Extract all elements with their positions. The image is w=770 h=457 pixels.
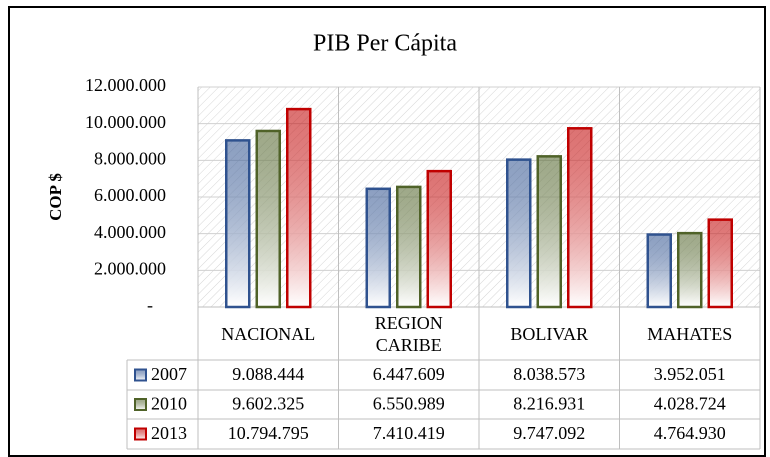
bar: [677, 231, 703, 309]
bar: [506, 158, 532, 309]
x-tick-label: MAHATES: [647, 324, 733, 344]
legend-label: 2007: [151, 364, 187, 384]
bar: [707, 218, 733, 309]
y-tick-label: 12.000.000: [85, 75, 166, 95]
data-label: 4.764.930: [654, 423, 726, 443]
data-label: 10.794.795: [228, 423, 309, 443]
y-axis-label: COP $: [46, 173, 65, 221]
data-label: 8.038.573: [513, 364, 585, 384]
chart-title: PIB Per Cápita: [313, 31, 457, 57]
legend-label: 2010: [151, 394, 187, 414]
x-tick-label: NACIONAL: [221, 324, 316, 344]
x-tick-label: REGION CARIBE: [374, 313, 443, 355]
data-label: 7.410.419: [373, 423, 445, 443]
x-tick-label: BOLIVAR: [510, 324, 589, 344]
data-label: 9.088.444: [232, 364, 304, 384]
bar: [426, 169, 452, 309]
bar: [286, 107, 312, 309]
bar: [255, 129, 281, 309]
legend-swatch: [134, 398, 147, 411]
bar: [536, 155, 562, 309]
y-tick-label: 10.000.000: [85, 112, 166, 132]
legend-label: 2013: [151, 423, 187, 443]
legend-swatch: [134, 427, 147, 441]
data-label: 6.550.989: [373, 394, 445, 414]
data-label: 4.028.724: [654, 394, 726, 414]
y-tick-label: 2.000.000: [94, 258, 166, 278]
data-label: 3.952.051: [654, 364, 726, 384]
bar: [225, 139, 251, 309]
data-label: 6.447.609: [373, 364, 445, 384]
bar: [567, 127, 593, 309]
data-label: 8.216.931: [513, 394, 585, 414]
y-tick-label: -: [147, 295, 153, 315]
data-label: 9.747.092: [513, 423, 585, 443]
data-label: 9.602.325: [232, 394, 304, 414]
bar: [365, 187, 391, 309]
y-tick-label: 4.000.000: [94, 222, 166, 242]
legend-swatch: [134, 368, 147, 382]
bar: [646, 233, 672, 309]
y-tick-label: 8.000.000: [94, 148, 166, 168]
y-tick-label: 6.000.000: [94, 185, 166, 205]
bar: [396, 185, 422, 309]
